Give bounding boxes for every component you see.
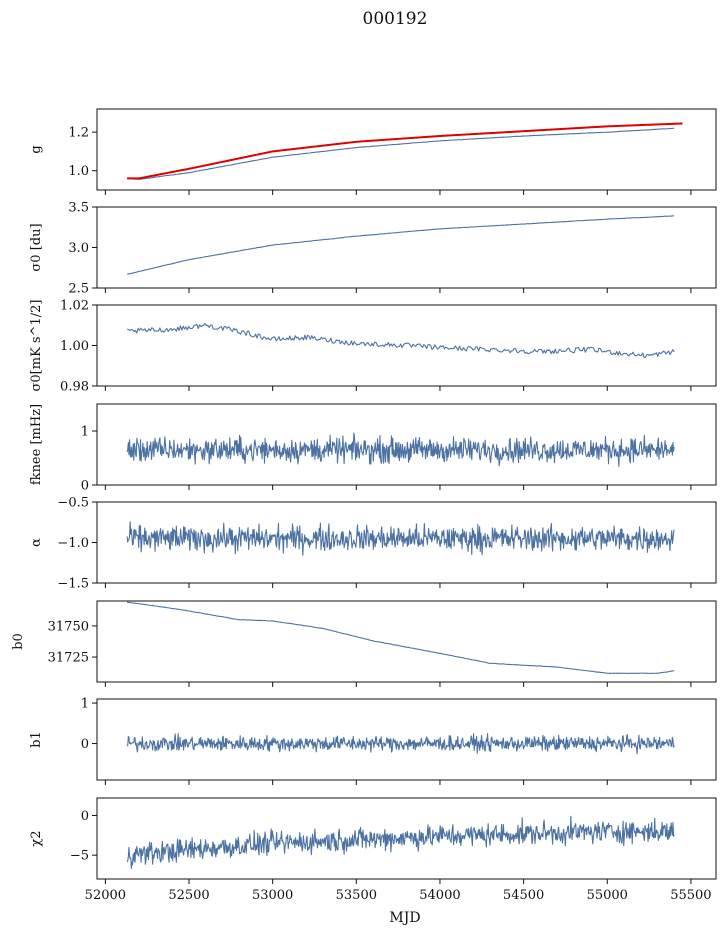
x-tick-label: 55000 [587,888,628,903]
series-line-b1-0 [126,733,675,755]
x-axis-label: MJD [389,910,420,926]
panel-frame [96,600,717,683]
y-axis-label: σ0 [du] [29,223,44,271]
y-tick-label: 2.5 [68,282,89,297]
panels: 1.0 1.2 g 2.5 3.0 3.5 σ0 [du] 0.98 1.00 1.02 σ0[mK… [11,108,717,903]
series-line-g-0 [127,127,675,180]
panel-sigma0_mk: 0.98 1.00 1.02 σ0[mK s^1/2] [29,299,717,395]
y-axis-label: b1 [29,731,44,748]
series-line-sigma0-0 [126,215,675,275]
panel-b1: 0 1 b1 [29,697,717,785]
y-tick-label: 0 [81,737,89,752]
series-line-g-1 [127,122,683,180]
panel-sigma0: 2.5 3.0 3.5 σ0 [du] [29,201,717,297]
panel-g: 1.0 1.2 g [29,108,717,195]
y-tick-label: −1.5 [57,577,89,592]
panel-chi2: −5 0 52000 52500 53000 53500 54000 54500 55000 55… [29,797,717,903]
x-tick-label: 52500 [168,888,209,903]
series-line-sigma0_mk-0 [127,322,675,358]
y-axis-label: σ0[mK s^1/2] [29,300,44,392]
y-tick-label: 1 [81,697,89,712]
y-tick-label: 0 [81,809,89,824]
x-tick-label: 55500 [670,888,711,903]
panel-alpha: −1.5 −1.0 −0.5 α [29,496,717,592]
panel-frame [96,403,717,486]
x-tick-label: 53500 [336,888,377,903]
panel-frame [96,797,717,880]
x-tick-label: 54000 [419,888,460,903]
panel-frame [96,304,717,387]
y-tick-label: 31725 [48,651,89,666]
panel-frame [96,206,717,289]
y-axis-label: χ2 [29,830,44,846]
y-tick-label: 1.00 [60,339,89,354]
panel-b0: 31725 31750 b0 [11,600,717,687]
series-line-alpha-0 [126,521,675,556]
series-line-b0-0 [126,601,675,674]
y-tick-label: −5 [70,849,89,864]
y-axis-label: b0 [11,633,26,650]
y-tick-label: 1.2 [68,126,89,141]
series-line-chi2-0 [126,815,675,870]
panel-fknee: 0 1 fknee [mHz] [29,403,717,494]
y-tick-label: 1.0 [68,164,89,179]
x-tick-label: 53000 [252,888,293,903]
x-tick-label: 54500 [503,888,544,903]
y-tick-label: 3.5 [68,201,89,216]
chart-title: 000192 [363,9,428,29]
y-axis-label: g [29,145,44,153]
y-tick-label: 1 [81,425,89,440]
panel-frame [96,108,717,191]
panel-frame [96,698,717,781]
y-tick-label: 1.02 [60,299,89,314]
y-tick-label: 3.0 [68,241,89,256]
y-tick-label: −1.0 [57,536,89,551]
y-axis-label: fknee [mHz] [29,404,44,485]
y-tick-label: 31750 [48,619,89,634]
y-tick-label: 0.98 [60,380,89,395]
x-tick-label: 52000 [85,888,126,903]
y-axis-label: α [29,538,44,547]
y-tick-label: 0 [81,479,89,494]
series-line-fknee-0 [126,432,675,468]
y-tick-label: −0.5 [57,496,89,511]
